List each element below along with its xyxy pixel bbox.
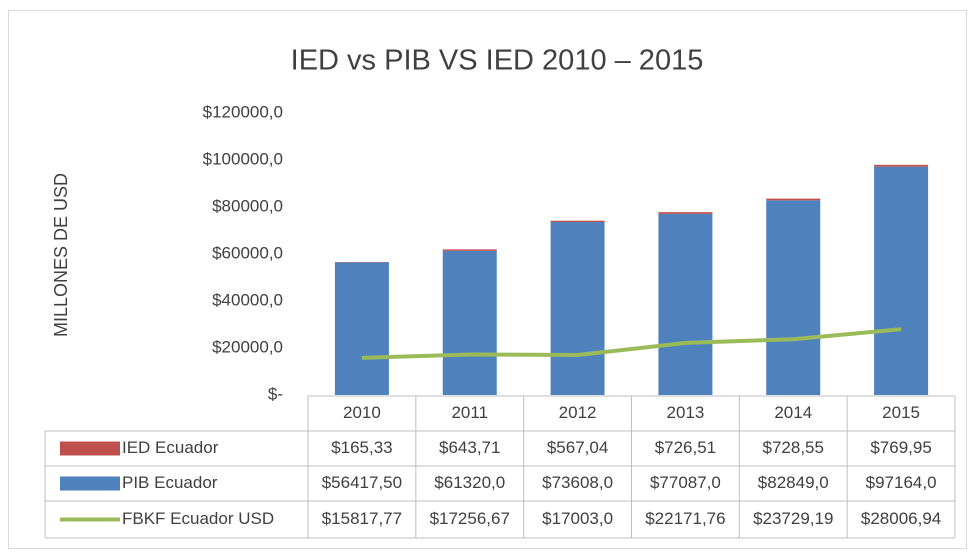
y-tick-label: $120000,0 [203, 102, 283, 121]
y-tick-label: $40000,0 [212, 290, 283, 309]
y-tick-label: $- [268, 384, 283, 403]
bar [766, 200, 820, 395]
data-label: $73608,0 [542, 473, 613, 492]
bar [658, 212, 712, 214]
legend-label: PIB Ecuador [122, 473, 218, 492]
legend-label: IED Ecuador [122, 438, 219, 457]
x-tick-label: 2013 [667, 403, 705, 422]
data-label: $769,95 [870, 438, 931, 457]
data-label: $61320,0 [434, 473, 505, 492]
y-tick-label: $60000,0 [212, 243, 283, 262]
data-label: $726,51 [655, 438, 716, 457]
bar [551, 221, 605, 222]
data-label: $567,04 [547, 438, 608, 457]
data-label: $97164,0 [866, 473, 937, 492]
legend-key [60, 477, 120, 491]
data-label: $22171,76 [645, 509, 725, 528]
y-tick-label: $100000,0 [203, 149, 283, 168]
x-tick-label: 2012 [559, 403, 597, 422]
y-tick-label: $20000,0 [212, 337, 283, 356]
data-label: $28006,94 [861, 509, 941, 528]
data-label: $165,33 [331, 438, 392, 457]
data-label: $56417,50 [322, 473, 402, 492]
data-label: $15817,77 [322, 509, 402, 528]
data-label: $82849,0 [758, 473, 829, 492]
legend-label: FBKF Ecuador USD [122, 509, 274, 528]
x-tick-label: 2010 [343, 403, 381, 422]
bar [335, 262, 389, 395]
bar [443, 249, 497, 251]
x-tick-label: 2015 [882, 403, 920, 422]
x-tick-label: 2014 [774, 403, 812, 422]
legend-key [60, 442, 120, 456]
data-label: $17003,0 [542, 509, 613, 528]
data-label: $728,55 [763, 438, 824, 457]
data-label: $17256,67 [430, 509, 510, 528]
chart-title: IED vs PIB VS IED 2010 – 2015 [291, 45, 704, 77]
bar [443, 251, 497, 395]
bar [551, 222, 605, 395]
y-tick-label: $80000,0 [212, 196, 283, 215]
bar [658, 214, 712, 395]
data-label: $643,71 [439, 438, 500, 457]
x-tick-label: 2011 [451, 403, 488, 422]
bar [874, 165, 928, 167]
data-label: $23729,19 [753, 509, 833, 528]
bar [766, 199, 820, 201]
data-label: $77087,0 [650, 473, 721, 492]
y-axis-label: MILLONES DE USD [51, 173, 71, 337]
bar [874, 167, 928, 395]
